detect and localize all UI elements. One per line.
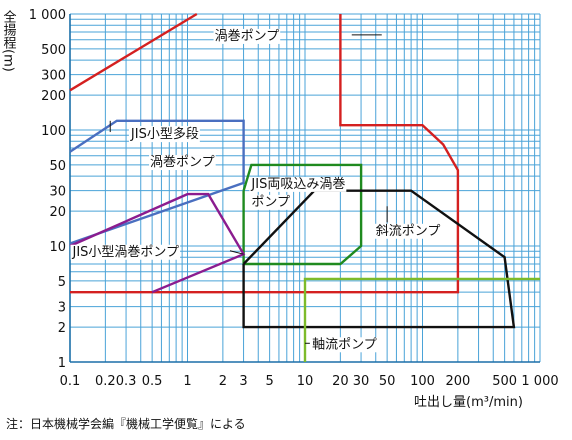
x-tick-label: 3 xyxy=(239,374,247,389)
annotation-label: JIS両吸込み渦巻 xyxy=(250,177,345,192)
annotation-label: JIS小型渦巻ポンプ xyxy=(71,245,179,260)
x-tick-label: 0.2 xyxy=(95,374,116,389)
annotation-bg xyxy=(249,176,347,192)
source-note: 注：日本機械学会編『機械工学便覧』による xyxy=(6,416,246,431)
annotation-label: 渦巻ポンプ xyxy=(215,29,280,44)
x-tick-label: 0.3 xyxy=(116,374,137,389)
x-tick-label: 1 xyxy=(183,374,191,389)
y-tick-label: 2 xyxy=(58,321,66,336)
x-tick-label: 20 xyxy=(332,374,349,389)
annotation-bg xyxy=(70,244,181,260)
annotation-label: ポンプ xyxy=(251,195,290,210)
x-tick-label: 1 000 xyxy=(521,374,558,389)
annotation-label: 斜流ポンプ xyxy=(376,224,441,239)
x-tick-label: 50 xyxy=(379,374,396,389)
y-tick-label: 1 xyxy=(58,356,66,371)
y-axis-title: 全揚程(m) xyxy=(1,9,17,71)
y-tick-label: 100 xyxy=(41,124,66,139)
y-tick-label: 30 xyxy=(49,185,66,200)
x-tick-label: 10 xyxy=(297,374,314,389)
annotation-bg xyxy=(213,28,281,44)
series-line-1 xyxy=(69,12,460,294)
series-line-2 xyxy=(69,119,245,245)
x-tick-label: 2 xyxy=(219,374,227,389)
x-tick-label: 500 xyxy=(492,374,517,389)
y-tick-label: 10 xyxy=(49,240,66,255)
y-tick-label: 20 xyxy=(49,205,66,220)
annotation-label: 軸流ポンプ xyxy=(312,337,377,352)
y-tick-label: 1 000 xyxy=(29,8,66,23)
x-tick-label: 200 xyxy=(445,374,470,389)
x-axis-title: 吐出し量(m³/min) xyxy=(414,395,523,410)
x-tick-label: 0.1 xyxy=(60,374,81,389)
annotation-bg xyxy=(374,223,442,239)
y-tick-label: 200 xyxy=(41,89,66,104)
y-tick-label: 5 xyxy=(58,275,66,290)
y-tick-label: 300 xyxy=(41,69,66,84)
y-tick-label: 3 xyxy=(58,301,66,316)
annotation-bg xyxy=(311,337,378,353)
y-tick-label: 500 xyxy=(41,43,66,58)
series-line-6 xyxy=(303,277,540,362)
x-tick-label: 100 xyxy=(410,374,435,389)
annotation-bg xyxy=(149,155,216,171)
x-tick-label: 5 xyxy=(265,374,273,389)
x-tick-label: 30 xyxy=(353,374,370,389)
y-tick-labels: 1 2 3 5 10 20 30 50 100 200 300 500 1 000 xyxy=(29,8,66,371)
leader-line xyxy=(229,250,244,255)
annotation-bg xyxy=(128,126,200,143)
x-tick-labels: 0.1 0.2 0.3 0.5 1 2 3 5 10 20 30 50 100 200 500 1 000 xyxy=(60,374,559,389)
annotation-label: 渦巻ポンプ xyxy=(150,155,215,170)
annotation-layer: 渦巻ポンプJIS小型多段渦巻ポンプJIS両吸込み渦巻ポンプJIS小型渦巻ポンプ斜… xyxy=(70,28,442,353)
y-tick-label: 50 xyxy=(49,159,66,174)
series-line-4 xyxy=(69,192,246,294)
x-tick-label: 0.5 xyxy=(142,374,163,389)
annotation-bg xyxy=(250,194,292,210)
annotation-label: JIS小型多段 xyxy=(130,126,199,142)
